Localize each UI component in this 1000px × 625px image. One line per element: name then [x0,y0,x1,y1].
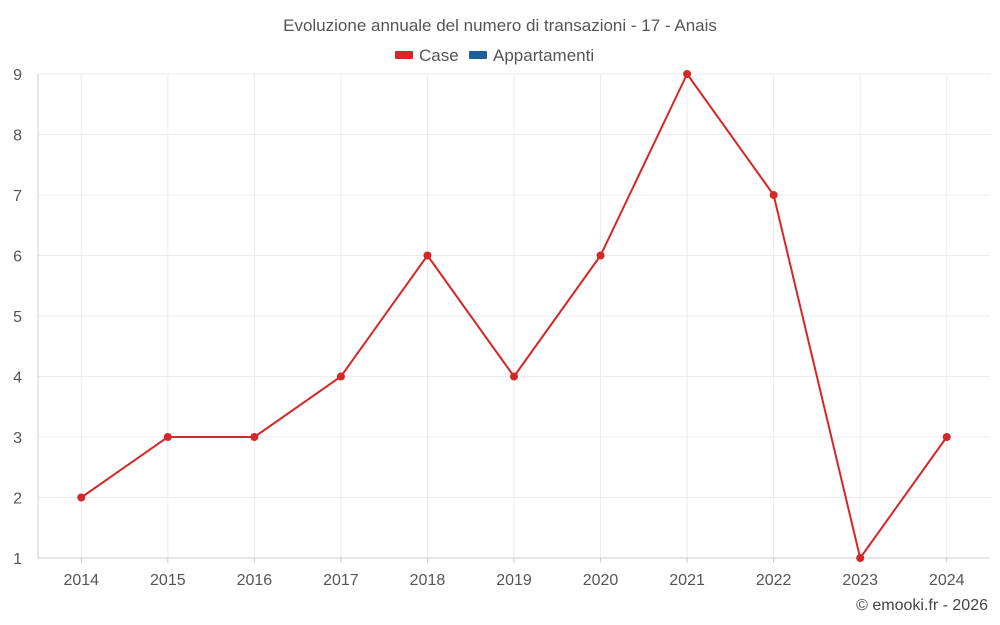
data-point[interactable] [250,433,259,441]
x-tick-label: 2022 [756,572,792,589]
data-point[interactable] [942,433,951,441]
y-tick-label: 4 [13,370,22,387]
y-tick-label: 7 [13,188,22,205]
legend-label-case[interactable]: Case [419,46,459,65]
x-tick-label: 2023 [842,572,878,589]
data-point[interactable] [769,191,778,199]
axes: 1 2 3 4 5 6 7 8 9 2014 2015 2016 2017 2018 2019 2020 202… [13,67,990,589]
legend: Case Appartamenti [395,46,594,65]
data-point[interactable] [163,433,172,441]
legend-swatch-case[interactable] [395,51,413,59]
data-point[interactable] [596,251,605,260]
y-tick-label: 2 [13,491,22,508]
x-tick-label: 2024 [929,572,965,589]
x-tick-label: 2020 [583,572,619,589]
data-point[interactable] [510,372,518,381]
chart-title: Evoluzione annuale del numero di transaz… [283,16,717,35]
grid [38,73,990,559]
legend-swatch-appartamenti[interactable] [469,51,487,59]
y-tick-label: 8 [13,128,22,145]
data-point[interactable] [856,554,865,562]
x-tick-label: 2018 [410,572,446,589]
data-point[interactable] [336,372,345,381]
x-tick-label: 2017 [323,572,359,589]
y-tick-label: 3 [13,430,22,447]
x-tick-label: 2014 [63,572,99,589]
legend-label-appartamenti[interactable]: Appartamenti [493,46,594,65]
y-tick-label: 9 [13,67,22,84]
credit-text: © emooki.fr - 2026 [856,597,988,614]
y-tick-label: 6 [13,249,22,266]
y-tick-label: 1 [13,551,22,568]
data-point[interactable] [423,251,432,260]
data-point[interactable] [683,70,692,78]
x-tick-label: 2016 [237,572,273,589]
x-tick-label: 2015 [150,572,186,589]
x-tick-label: 2019 [496,572,532,589]
y-tick-label: 5 [13,309,22,326]
series [77,70,951,562]
data-point[interactable] [77,493,86,502]
x-tick-label: 2021 [669,572,705,589]
